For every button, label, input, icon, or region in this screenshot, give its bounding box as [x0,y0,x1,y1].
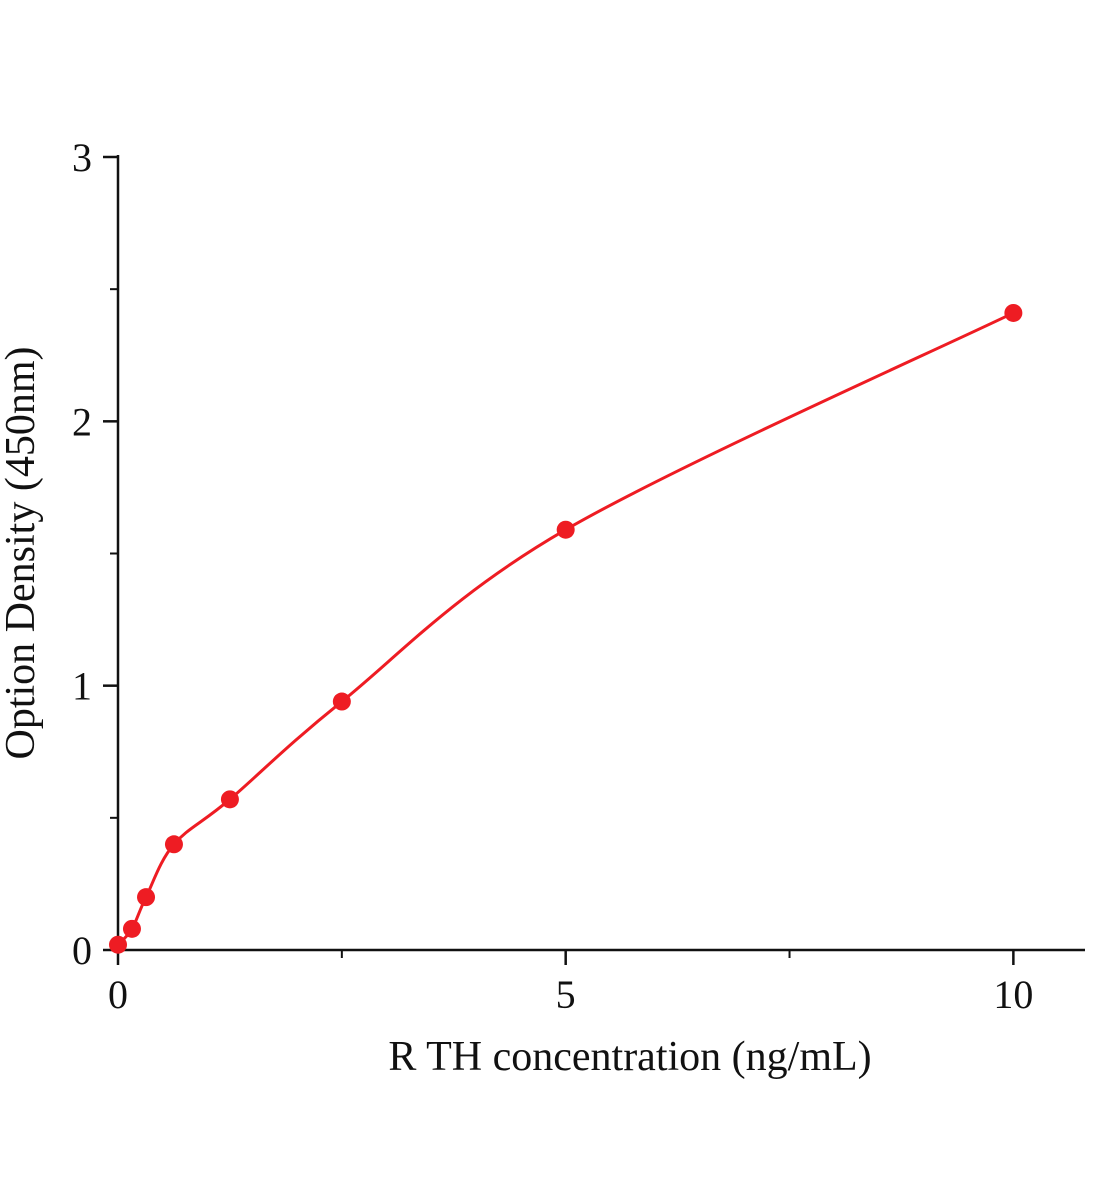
data-point-marker [122,919,141,938]
y-tick-label: 3 [72,135,92,180]
x-tick-label: 5 [556,972,576,1017]
y-axis-title: Option Density (450nm) [0,347,44,760]
y-tick-label: 0 [72,928,92,973]
x-tick-label: 10 [993,972,1033,1017]
data-point-marker [164,835,183,854]
x-axis-title: R TH concentration (ng/mL) [388,1034,871,1080]
x-tick-label: 0 [108,972,128,1017]
axis-spines [116,155,1085,952]
standard-curve-line [116,311,1015,947]
data-point-marker [220,790,239,809]
y-tick-label: 2 [72,399,92,444]
data-point-marker [109,935,127,954]
data-point-marker [556,520,575,539]
plot-area: 0 1 2 3 0 5 10 [72,135,1085,1017]
y-tick-label: 1 [72,664,92,709]
data-point-marker [137,888,156,907]
data-point-marker [332,692,351,711]
data-point-marker [1004,303,1023,322]
